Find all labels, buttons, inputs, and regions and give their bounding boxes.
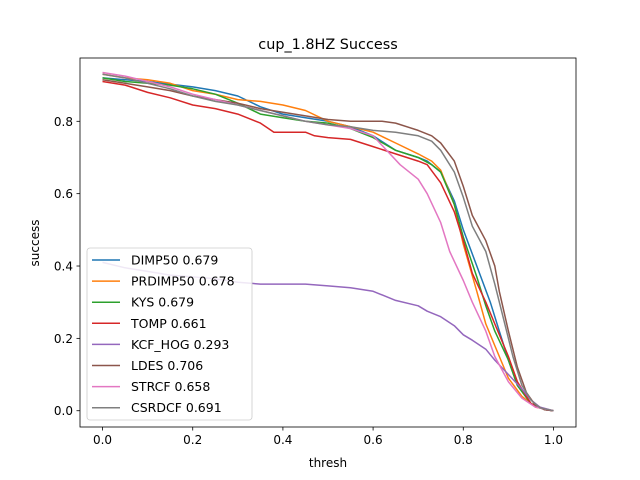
legend-label-4: KCF_HOG 0.293	[131, 337, 229, 352]
chart-title: cup_1.8HZ Success	[258, 37, 397, 53]
legend-label-0: DIMP50 0.679	[131, 253, 218, 268]
x-tick-label-2: 0.4	[273, 433, 292, 447]
legend-label-1: PRDIMP50 0.678	[131, 274, 235, 289]
plot-lines	[102, 71, 554, 412]
y-tick-label-2: 0.4	[54, 260, 73, 274]
y-tick-label-4: 0.8	[54, 115, 73, 129]
legend-label-2: KYS 0.679	[131, 295, 194, 310]
x-tick-label-4: 0.8	[454, 433, 473, 447]
series-line-2	[102, 77, 554, 412]
x-axis-ticks: 0.0 0.2 0.4 0.6 0.8 1.0	[93, 427, 563, 447]
legend-label-5: LDES 0.706	[131, 358, 203, 373]
x-tick-label-5: 1.0	[544, 433, 563, 447]
legend-label-3: TOMP 0.661	[130, 316, 207, 331]
legend-label-6: STRCF 0.658	[131, 379, 210, 394]
series-line-3	[102, 80, 554, 412]
plot-frame	[79, 57, 577, 428]
x-tick-label-3: 0.6	[364, 433, 383, 447]
series-line-6	[102, 71, 554, 412]
series-line-1	[102, 73, 554, 412]
x-axis-label: thresh	[309, 456, 347, 470]
y-axis-ticks: 0.0 0.2 0.4 0.6 0.8	[54, 115, 80, 418]
legend: DIMP50 0.679 PRDIMP50 0.678 KYS 0.679 TOMP …	[86, 247, 253, 421]
y-tick-label-3: 0.6	[54, 187, 73, 201]
x-tick-label-1: 0.2	[183, 433, 202, 447]
y-axis-label: success	[28, 220, 42, 267]
x-tick-label-0: 0.0	[93, 433, 112, 447]
legend-box	[86, 247, 253, 421]
y-tick-label-0: 0.0	[54, 404, 73, 418]
legend-label-7: CSRDCF 0.691	[131, 400, 222, 415]
series-line-7	[102, 73, 554, 412]
y-tick-label-1: 0.2	[54, 332, 73, 346]
